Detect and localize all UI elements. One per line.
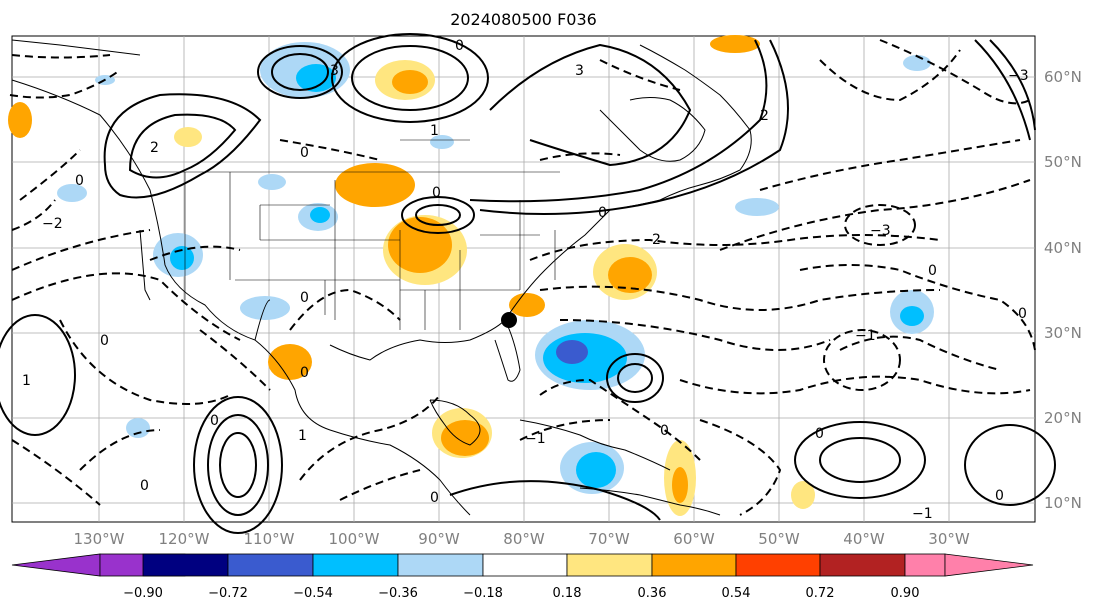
lon-label-50w: 50°W bbox=[758, 530, 800, 548]
svg-text:0: 0 bbox=[430, 490, 439, 506]
lon-label-130w: 130°W bbox=[73, 530, 125, 548]
svg-text:0: 0 bbox=[660, 423, 669, 439]
lon-label-60w: 60°W bbox=[673, 530, 715, 548]
colorbar-extend-low bbox=[11, 553, 101, 577]
svg-text:−1: −1 bbox=[525, 431, 546, 447]
lon-label-110w: 110°W bbox=[243, 530, 295, 548]
shade-blue-nova-scotia bbox=[735, 198, 779, 216]
negative-contours bbox=[9, 39, 1036, 516]
colorbar-tick: 0.18 bbox=[552, 586, 582, 601]
storm-center-marker bbox=[501, 312, 517, 328]
svg-text:3: 3 bbox=[575, 63, 584, 79]
colorbar-tick: −0.72 bbox=[208, 586, 248, 601]
coastlines bbox=[11, 39, 752, 516]
svg-text:0: 0 bbox=[300, 290, 309, 306]
shade-blue-gulfstream-core bbox=[556, 340, 588, 364]
shade-orange-greenland bbox=[710, 35, 760, 53]
svg-text:0: 0 bbox=[140, 478, 149, 494]
svg-text:2: 2 bbox=[150, 140, 159, 156]
shade-blue-pacific-south bbox=[126, 418, 150, 438]
svg-text:−1: −1 bbox=[912, 506, 933, 522]
lon-label-70w: 70°W bbox=[588, 530, 630, 548]
shade-blue-canada bbox=[258, 174, 286, 190]
colorbar-tick: 0.90 bbox=[890, 586, 920, 601]
svg-text:0: 0 bbox=[1018, 306, 1027, 322]
shade-blue-pacific bbox=[57, 184, 87, 202]
colorbar-tick: −0.18 bbox=[463, 586, 503, 601]
shade-blue-greenland bbox=[903, 55, 931, 71]
shade-orange-hudson-core bbox=[392, 70, 428, 94]
lon-label-30w: 30°W bbox=[928, 530, 970, 548]
lon-label-80w: 80°W bbox=[503, 530, 545, 548]
shade-orange-caribbean-core bbox=[672, 467, 688, 503]
shade-orange-mexico bbox=[268, 344, 312, 380]
svg-text:1: 1 bbox=[430, 123, 439, 139]
lat-label-60n: 60°N bbox=[1044, 68, 1082, 86]
colorbar-tick: −0.54 bbox=[293, 586, 333, 601]
shade-orange-pacific bbox=[8, 102, 32, 138]
shade-blue-rockies-core bbox=[310, 207, 330, 223]
lat-label-10n: 10°N bbox=[1044, 494, 1082, 512]
shade-blue-hudson-core bbox=[296, 64, 336, 92]
positive-contours bbox=[0, 33, 1056, 534]
colorbar-tick: −0.36 bbox=[378, 586, 418, 601]
svg-text:2: 2 bbox=[760, 108, 769, 124]
colorbar-tick: 0.54 bbox=[721, 586, 751, 601]
shaded-fields bbox=[8, 35, 934, 516]
svg-text:3: 3 bbox=[330, 63, 339, 79]
colorbar bbox=[11, 553, 1034, 577]
shade-blue-atlantic-east-core bbox=[900, 306, 924, 326]
svg-text:1: 1 bbox=[298, 428, 307, 444]
colorbar-tick: 0.72 bbox=[805, 586, 835, 601]
lon-label-100w: 100°W bbox=[328, 530, 380, 548]
lat-label-30n: 30°N bbox=[1044, 324, 1082, 342]
shade-orange-midwest-core bbox=[388, 217, 452, 273]
svg-text:1: 1 bbox=[22, 373, 31, 389]
shade-orange-plains bbox=[335, 163, 415, 207]
svg-text:0: 0 bbox=[300, 365, 309, 381]
map-frame bbox=[11, 35, 1036, 523]
lat-label-40n: 40°N bbox=[1044, 239, 1082, 257]
svg-text:0: 0 bbox=[598, 205, 607, 221]
svg-text:0: 0 bbox=[815, 426, 824, 442]
lon-label-120w: 120°W bbox=[158, 530, 210, 548]
shade-blue-ontario bbox=[430, 135, 454, 149]
shade-blue-southwest bbox=[240, 296, 290, 320]
contour-labels: 3 2 0 1 2 0 3 2 −3 0 −1 0 0 −1 0 0 −1 0 … bbox=[22, 38, 1029, 522]
colorbar-tick: 0.36 bbox=[637, 586, 667, 601]
svg-text:−3: −3 bbox=[1008, 68, 1029, 84]
shade-orange-carolina bbox=[509, 293, 545, 317]
lon-label-40w: 40°W bbox=[843, 530, 885, 548]
colorbar-tick: −0.90 bbox=[123, 586, 163, 601]
shade-yellow-canada bbox=[174, 127, 202, 147]
svg-text:0: 0 bbox=[210, 413, 219, 429]
svg-text:0: 0 bbox=[455, 38, 464, 54]
svg-text:2: 2 bbox=[652, 232, 661, 248]
svg-text:0: 0 bbox=[995, 488, 1004, 504]
svg-text:0: 0 bbox=[75, 173, 84, 189]
svg-text:0: 0 bbox=[928, 263, 937, 279]
svg-text:0: 0 bbox=[100, 333, 109, 349]
shade-blue-caribbean-core bbox=[576, 452, 616, 488]
colorbar-extend-high bbox=[944, 553, 1034, 577]
lon-label-90w: 90°W bbox=[418, 530, 460, 548]
shade-orange-yucatan-core bbox=[441, 420, 489, 456]
lat-label-50n: 50°N bbox=[1044, 153, 1082, 171]
svg-text:0: 0 bbox=[300, 145, 309, 161]
svg-text:−3: −3 bbox=[870, 223, 891, 239]
shade-yellow-south bbox=[791, 481, 815, 509]
shade-orange-atlantic-core bbox=[608, 257, 652, 293]
svg-text:−2: −2 bbox=[42, 216, 63, 232]
map-title: 2024080500 F036 bbox=[450, 10, 597, 29]
political-borders bbox=[150, 139, 560, 330]
svg-text:−1: −1 bbox=[855, 328, 876, 344]
lat-label-20n: 20°N bbox=[1044, 409, 1082, 427]
svg-text:0: 0 bbox=[432, 185, 441, 201]
